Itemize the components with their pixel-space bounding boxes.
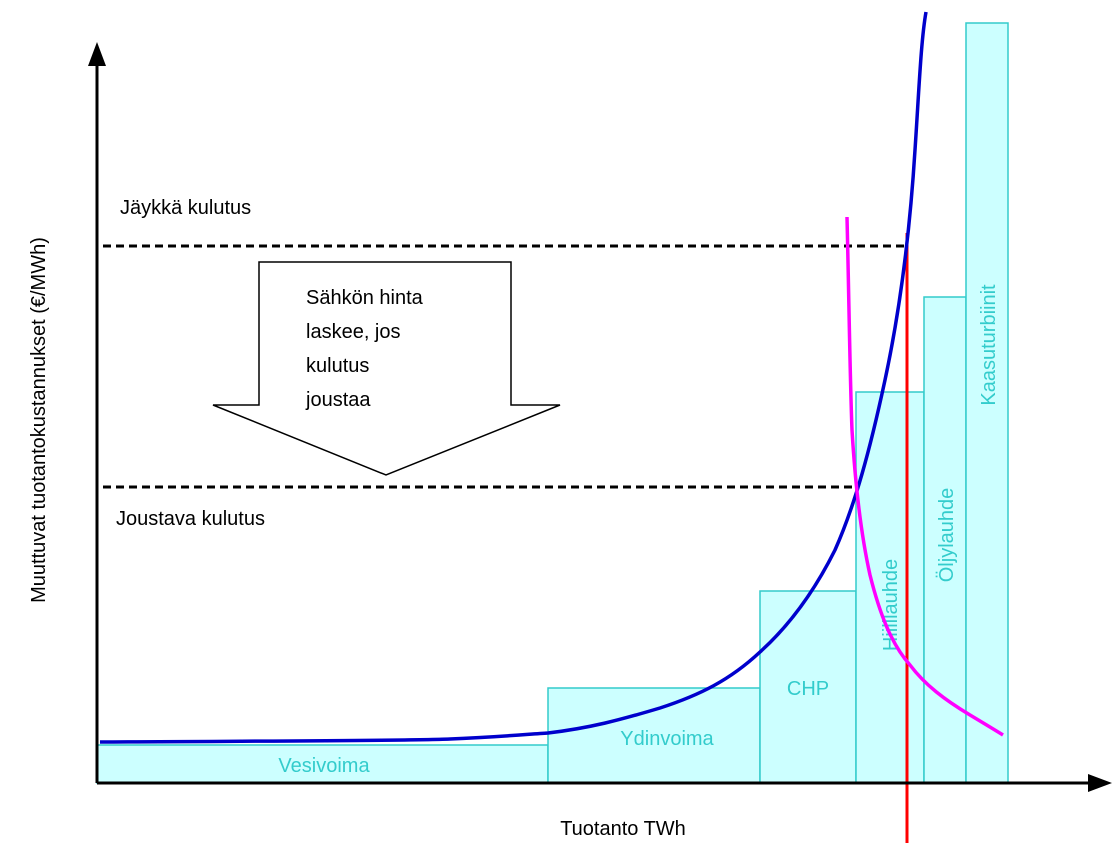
y-axis-label: Muuttuvat tuotantokustannukset (€/MWh): [28, 237, 50, 603]
block-vesivoima: [96, 744, 549, 784]
block-chp: [759, 590, 857, 784]
rigid-demand-label: Jäykkä kulutus: [120, 197, 251, 219]
x-axis-label: Tuotanto TWh: [560, 818, 686, 840]
arrow-text: joustaa: [305, 389, 371, 411]
y-axis-arrow: [88, 42, 106, 66]
arrow-text: laskee, jos: [306, 321, 401, 343]
arrow-text: Sähkön hinta: [306, 287, 424, 309]
arrow-text: kulutus: [306, 355, 369, 377]
price-arrow: [212, 261, 561, 476]
demand-curve: [845, 216, 1004, 737]
flexible-demand-label: Joustava kulutus: [116, 508, 265, 530]
block-kaasuturbiinit: [965, 22, 1009, 784]
block-label: Vesivoima: [278, 755, 370, 777]
supply-curve: [99, 11, 928, 744]
block-label: CHP: [787, 678, 829, 700]
block-label: Ydinvoima: [620, 728, 714, 750]
block-label: Öljylauhde: [936, 488, 958, 583]
block-ydinvoima: [547, 687, 761, 784]
block-label: Kaasuturbiinit: [978, 284, 1000, 406]
x-axis-arrow: [1088, 774, 1112, 792]
block-label: Hiililauhde: [880, 559, 902, 651]
